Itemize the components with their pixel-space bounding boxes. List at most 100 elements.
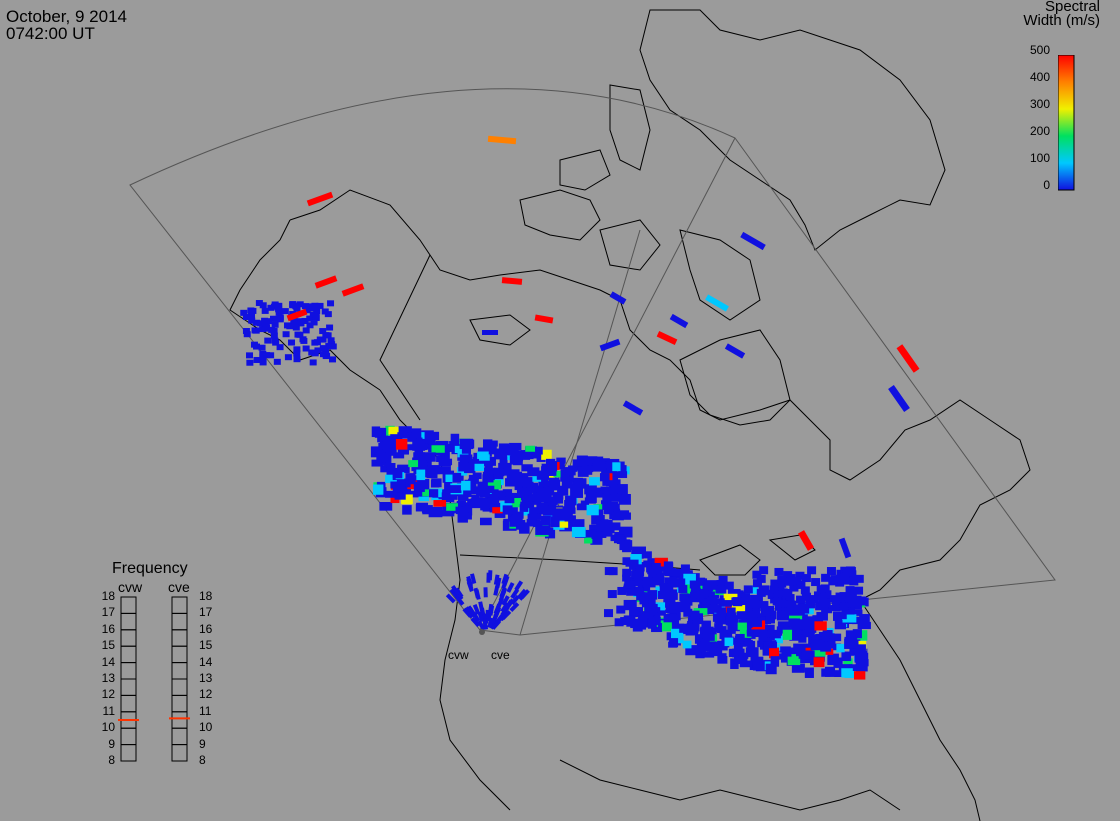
echo-cell [795,571,805,580]
echo-cell [556,457,566,464]
echo-cell [888,385,910,412]
echo-cell [455,506,469,513]
echo-cell [519,523,530,534]
echo-cell [663,561,673,570]
echo-cell [458,461,472,472]
echo-cell [599,473,610,482]
echo-cell [599,338,621,352]
echo-cell [382,455,392,466]
echo-cell [273,358,281,365]
echo-cell [809,595,819,604]
echo-cell [749,598,760,609]
echo-cell [548,461,558,472]
echo-cell [538,478,549,490]
echo-cell [701,605,715,614]
echo-cell [831,596,841,605]
echo-cell [548,477,559,488]
echo-cell [610,534,624,542]
echo-cell [385,474,397,484]
echo-cell [454,445,465,454]
echo-cell [741,593,751,602]
echo-cell [310,319,318,326]
echo-cell [792,604,802,613]
echo-cell [487,135,517,145]
echo-cell [288,339,296,346]
frequency-cell [171,711,188,729]
echo-cell [551,496,564,504]
echo-cell [696,641,706,653]
echo-cell [607,501,619,510]
echo-cell [438,459,451,467]
echo-cell [630,554,642,565]
echo-cell [571,526,586,538]
frequency-cell [171,694,188,713]
frequency-tick-right: 14 [199,654,213,669]
echo-cell [604,469,615,477]
frequency-tick-left: 13 [101,671,115,685]
echo-cell [763,624,775,634]
echo-cell [759,566,769,575]
echo-cell [258,344,266,351]
echo-cell [552,508,564,520]
echo-cell [657,590,671,600]
echo-cell [847,591,857,600]
echo-cell [845,586,855,595]
echo-cell [738,652,749,659]
echo-cell [714,615,724,624]
echo-cell [297,318,305,325]
echo-cell [592,490,603,497]
echo-cell [502,489,513,500]
echo-cell [242,314,250,321]
echo-cell [596,522,610,532]
echo-cell [778,599,788,608]
echo-cell [501,610,512,621]
echo-cell [834,670,846,678]
echo-cell [623,615,636,625]
echo-cell [747,608,761,619]
echo-cell [414,446,424,456]
echo-cell [669,589,678,600]
echo-cell [750,656,764,665]
echo-cell [609,291,627,305]
echo-cell [701,602,711,609]
echo-cell [682,623,696,634]
echo-cell [248,311,256,318]
colorbar-title: Spectral Width (m/s) [990,0,1100,28]
echo-cell [561,479,573,489]
echo-cell [538,493,552,503]
echo-cell [782,647,792,657]
echo-cell [466,439,475,449]
frequency-tick-left: 10 [101,720,115,735]
echo-cell [763,641,778,649]
echo-cell [558,511,570,521]
echo-cell [411,428,422,439]
echo-cell [481,613,488,625]
echo-cell [510,588,520,599]
echo-cell [614,618,624,627]
echo-cell [376,452,386,463]
echo-cell [267,352,275,359]
echo-cell [532,475,542,482]
echo-cell [723,593,738,602]
echo-cell [459,454,473,463]
echo-cell [493,606,502,618]
echo-cell [547,468,557,476]
echo-cell [589,477,600,486]
echo-cell [770,579,780,588]
echo-cell [253,356,261,363]
echo-cell [693,608,708,616]
echo-cell [293,305,301,312]
echo-cell [259,359,267,366]
echo-cell [719,629,733,639]
echo-cell [372,484,384,495]
echo-cell [709,647,723,657]
echo-cell [814,621,827,631]
echo-cell [405,490,419,498]
echo-cell [488,443,497,455]
echo-cell [462,607,473,618]
echo-cell [536,470,550,480]
echo-cell [792,663,805,673]
echo-cell [544,527,556,539]
echo-cell [650,577,660,586]
echo-cell [371,426,381,438]
